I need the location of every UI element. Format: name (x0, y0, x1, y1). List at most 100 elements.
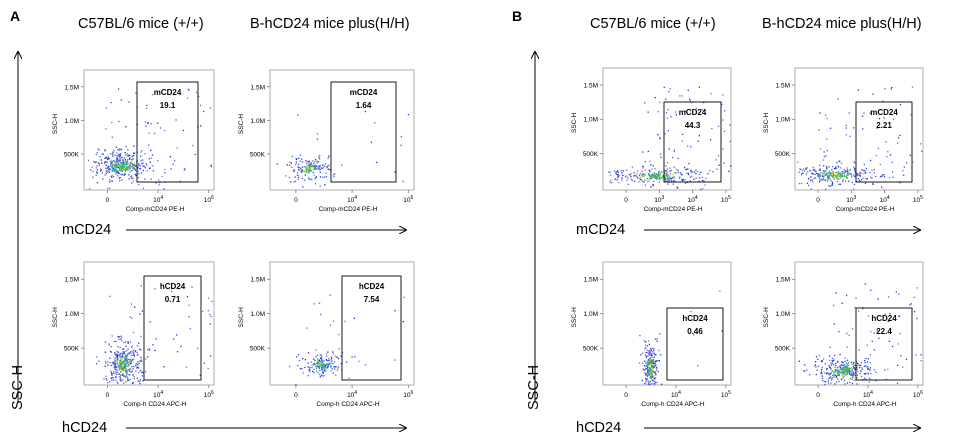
event-dot (730, 165, 732, 167)
event-dot (122, 367, 124, 369)
event-dot (145, 163, 147, 165)
event-dot (645, 381, 647, 383)
event-dot (839, 365, 841, 367)
event-dot (833, 178, 836, 180)
event-dot (298, 166, 300, 169)
event-dot (668, 91, 670, 93)
event-dot (828, 364, 830, 366)
event-dot-dense (322, 363, 324, 365)
event-dot (318, 161, 320, 163)
event-dot (887, 151, 889, 153)
event-dot (821, 367, 823, 369)
event-dot (159, 127, 162, 129)
event-dot (313, 168, 315, 170)
y-tick-label: 1.0M (776, 311, 790, 318)
event-dot-dense (119, 368, 122, 370)
event-dot (132, 180, 135, 182)
event-dot (141, 150, 143, 152)
event-dot (96, 363, 98, 365)
event-dot (844, 357, 846, 359)
event-dot (821, 361, 823, 363)
event-dot-dense (843, 175, 846, 178)
event-dot-dense (816, 173, 819, 175)
event-dot-dense (829, 172, 831, 175)
x-tick-label: 104 (153, 390, 163, 399)
event-dot-dense (322, 365, 324, 367)
event-dot (866, 344, 868, 346)
event-dot (301, 169, 303, 171)
event-dot (846, 169, 849, 171)
event-dot (856, 365, 858, 367)
event-dot (123, 348, 125, 350)
event-dot (617, 176, 619, 179)
event-dot (318, 156, 320, 158)
event-dot-dense (131, 159, 133, 161)
event-dot (626, 175, 628, 177)
event-dot (407, 114, 410, 116)
event-dot (341, 164, 343, 166)
event-dot (315, 356, 317, 358)
event-dot (646, 379, 648, 381)
event-dot (136, 345, 139, 347)
event-dot (122, 379, 124, 381)
event-dot (111, 335, 113, 337)
event-dot (150, 157, 152, 159)
event-dot (114, 363, 116, 365)
event-dot-dense (837, 371, 839, 374)
event-dot-dense (650, 370, 653, 372)
event-dot (131, 317, 133, 319)
event-dot (142, 162, 144, 164)
event-dot (318, 360, 320, 362)
event-dot (117, 351, 119, 353)
event-dot (289, 161, 291, 163)
event-dot (892, 118, 894, 120)
event-dot-dense (647, 363, 650, 366)
event-dot (812, 169, 814, 171)
event-dot (176, 334, 178, 336)
event-dot (139, 381, 141, 383)
event-dot-dense (126, 354, 129, 356)
event-dot-dense (126, 369, 128, 371)
event-dot (321, 368, 323, 370)
event-dot-dense (117, 361, 119, 363)
event-dot (308, 178, 310, 180)
event-dot (673, 150, 675, 153)
event-dot (884, 313, 886, 315)
event-dot (289, 164, 291, 166)
event-dot (108, 171, 110, 173)
event-dot (117, 175, 119, 177)
event-dot-dense (306, 162, 308, 165)
event-dot (698, 180, 700, 183)
event-dot (320, 354, 322, 356)
event-dot (920, 354, 922, 356)
event-dot (315, 349, 317, 351)
event-dot (813, 169, 815, 171)
event-dot (133, 168, 136, 171)
event-dot-dense (838, 175, 840, 178)
event-dot-dense (325, 363, 327, 365)
event-dot (96, 356, 98, 358)
event-dot (622, 170, 624, 172)
event-dot-dense (673, 175, 675, 178)
event-dot (129, 379, 131, 381)
event-dot (798, 360, 800, 362)
event-dot-dense (641, 173, 643, 176)
event-dot (888, 340, 891, 342)
event-dot (842, 371, 845, 374)
event-dot (322, 370, 324, 373)
event-dot (116, 155, 118, 157)
gate-value: 2.21 (876, 121, 892, 130)
gate-value: 44.3 (685, 121, 701, 130)
event-dot (920, 360, 922, 362)
event-dot (659, 136, 661, 139)
event-dot (328, 358, 330, 360)
event-dot (114, 365, 117, 367)
event-dot (301, 158, 303, 160)
gate-label: mCD24 (350, 88, 378, 97)
event-dot (121, 348, 124, 351)
event-dot (637, 177, 639, 179)
event-dot-dense (646, 365, 649, 367)
event-dot (811, 172, 814, 175)
event-dot (140, 285, 142, 287)
gate-box (341, 275, 402, 381)
